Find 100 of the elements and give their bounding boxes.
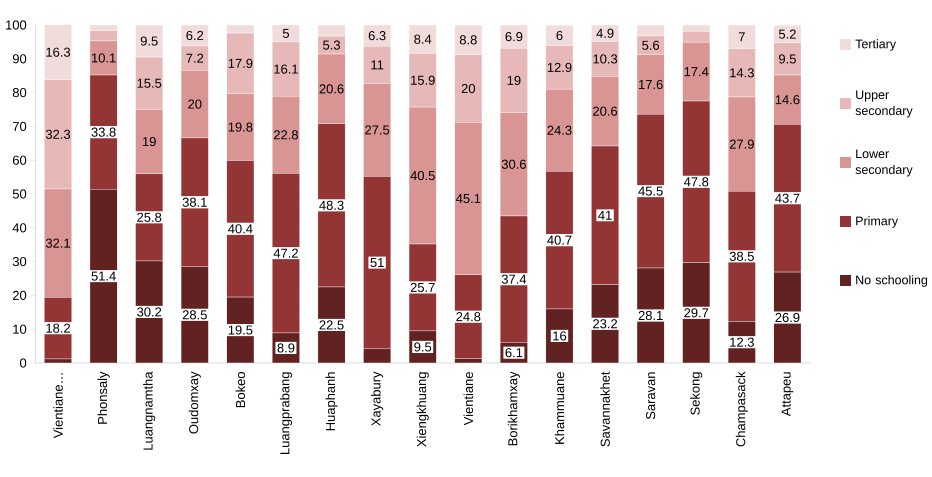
data-label: 16 [553,331,566,341]
data-label: 17.9 [228,58,252,68]
data-label: 37.4 [502,274,526,284]
x-tick-label: Champasack [736,371,748,446]
data-label: 40.4 [228,224,253,234]
data-label: 22.5 [320,320,344,330]
data-label: 33.8 [91,128,116,137]
data-label: 27.5 [365,125,390,135]
x-tick-label: Oudomxay [188,372,201,434]
data-label: 20.6 [320,84,344,94]
data-label: 5.6 [642,40,660,50]
data-label: 40.7 [547,236,572,245]
y-tick-label: 70 [12,122,26,131]
data-label: 38.1 [182,198,207,207]
data-label: 47.2 [274,248,298,258]
data-label: 8.4 [414,34,432,44]
data-label: 43.7 [775,194,800,203]
data-label: 10.3 [593,54,618,64]
data-label: 32.3 [46,130,70,139]
data-label: 32.1 [46,238,70,248]
data-label: 19 [508,76,520,85]
data-label: 7.2 [186,54,204,63]
x-tick-label: Huaphanh [325,372,338,430]
x-tick-label: Khammuane [554,372,564,444]
legend-label: Lower secondary [856,149,913,177]
data-label: 9.5 [140,36,158,46]
data-label: 9.5 [414,342,432,352]
y-tick-label: 90 [12,54,26,64]
data-label: 40.5 [410,170,435,180]
x-tick-label: Savannakhet [600,372,610,447]
data-label: 16.1 [274,64,298,74]
data-label: 12.9 [548,62,572,72]
x-tick-label: Xiengkhuang [416,372,429,447]
data-label: 4.9 [596,28,614,38]
data-label: 10.1 [92,53,116,63]
data-label: 6.3 [368,31,386,40]
data-label: 24.3 [548,126,572,135]
data-label: 11 [371,60,384,70]
data-label: 9.5 [779,54,796,64]
data-label: 25.7 [410,282,435,292]
legend-label: No schooling [856,275,928,287]
data-label: 5.2 [778,30,796,39]
data-label: 51.4 [92,272,116,281]
x-tick-label: Sekong [690,372,702,415]
data-label: 20.6 [593,106,618,116]
data-label: 15.9 [411,76,435,85]
data-label: 45.1 [456,194,480,204]
data-label: 28.1 [638,310,663,320]
y-tick-label: 50 [12,189,26,199]
data-label: 16.3 [46,48,70,57]
data-label: 45.5 [638,186,663,196]
data-label: 23.2 [593,319,618,328]
data-label: 6.9 [506,32,522,42]
x-tick-label: Bokeo [236,372,246,408]
data-label: 38.5 [730,252,754,261]
data-label: 8.9 [278,343,294,353]
data-label: 14.3 [730,68,754,78]
data-label: 15.5 [138,78,162,88]
y-tick-label: 0 [20,358,26,368]
data-label: 6 [556,30,563,40]
data-label: 28.5 [182,310,207,320]
data-label: 51 [370,258,384,268]
x-tick-label: Luangnamtha [143,372,156,450]
y-tick-label: 40 [12,223,26,232]
data-label: 17.4 [684,67,708,76]
y-tick-label: 20 [12,290,26,300]
data-label: 26.9 [775,312,800,322]
y-tick-label: 30 [12,256,26,266]
data-label: 20 [188,99,202,109]
y-tick-label: 60 [12,156,26,165]
data-label: 20 [462,84,476,94]
data-label: 19 [142,137,156,146]
x-tick-label: Xayabury [371,372,384,426]
x-tick-label: Luangprabang [280,372,292,454]
data-label: 14.6 [776,95,800,104]
data-label: 24.8 [456,312,480,322]
data-label: 19.5 [228,325,252,335]
x-tick-label: Phonsaly [98,372,110,424]
x-tick-label: Borikhamxay [508,372,520,446]
data-label: 41 [598,210,612,220]
data-label: 17.6 [639,80,663,90]
legend-label: Primary [856,216,898,228]
data-label: 27.9 [730,140,754,149]
data-label: 18.2 [46,324,70,333]
data-label: 5.3 [323,40,340,50]
data-label: 5 [282,28,290,38]
data-label: 19.8 [228,122,252,132]
data-label: 29.7 [684,308,708,318]
legend-label: Upper secondary [856,90,913,118]
data-label: 7 [738,32,745,42]
y-tick-label: 100 [6,20,26,30]
data-label: 12.3 [730,338,754,347]
y-tick-label: 10 [13,324,26,334]
data-label: 47.8 [684,177,708,186]
legend-label: Tertiary [855,39,896,51]
data-label: 48.3 [319,200,344,210]
x-tick-label: Vientiane… [53,373,63,438]
x-tick-label: Saravan [646,372,656,420]
data-label: 6.1 [506,348,522,358]
data-label: 8.8 [460,35,477,44]
